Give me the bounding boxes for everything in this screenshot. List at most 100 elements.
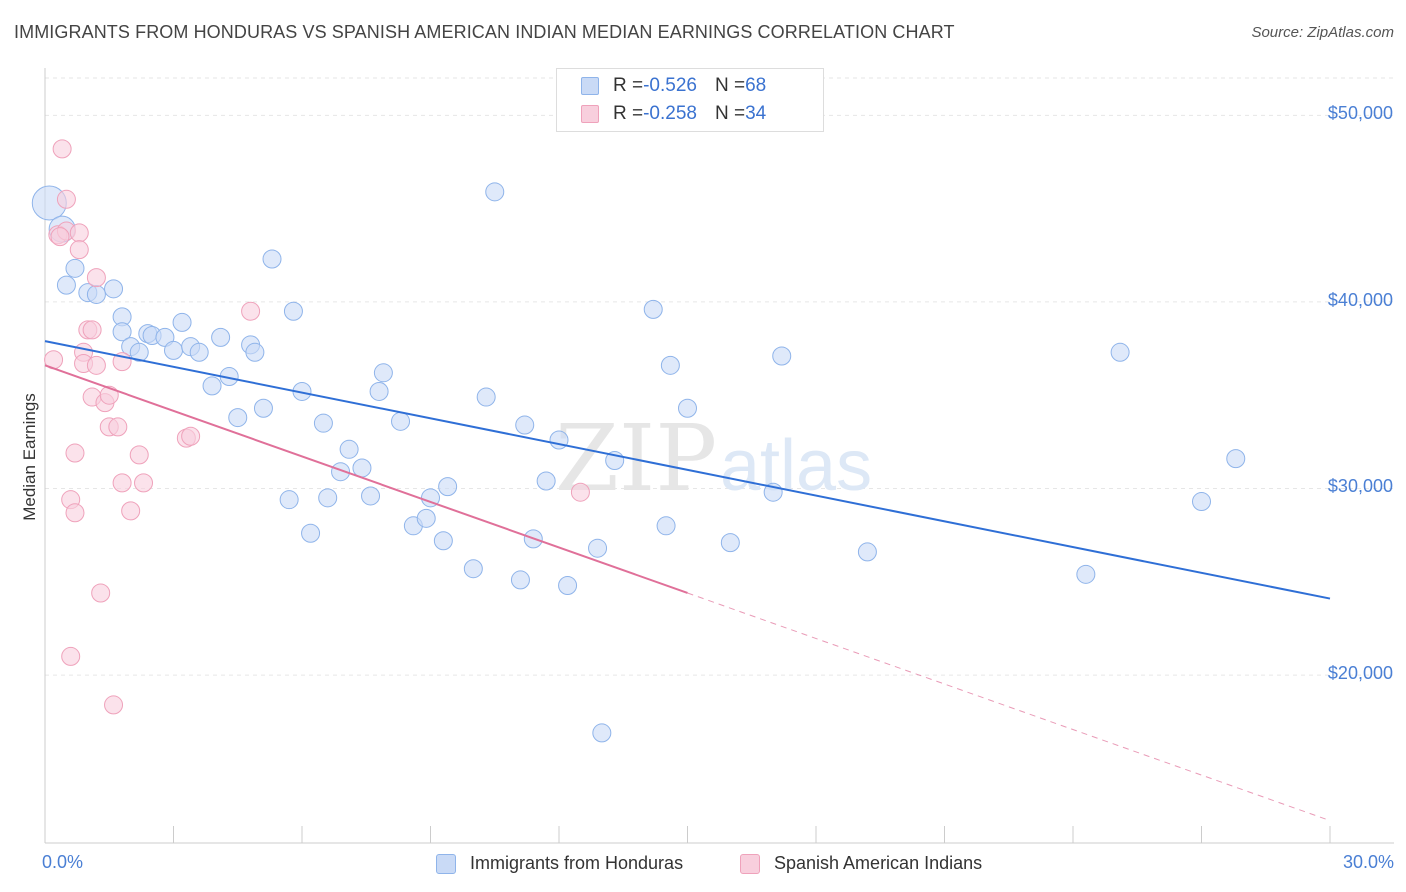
point-spanish-american-indian — [65, 443, 85, 463]
series-legend-spanish-american-indian: Spanish American Indians — [740, 853, 982, 874]
point-honduras — [112, 322, 132, 342]
point-honduras — [660, 355, 680, 375]
point-honduras — [1110, 342, 1130, 362]
point-spanish-american-indian — [82, 320, 102, 340]
point-honduras — [211, 327, 231, 347]
point-honduras — [515, 415, 535, 435]
point-spanish-american-indian — [86, 355, 106, 375]
point-honduras — [592, 723, 612, 743]
point-honduras — [476, 387, 496, 407]
point-honduras — [433, 531, 453, 551]
grid — [45, 77, 1394, 676]
point-spanish-american-indian — [91, 583, 111, 603]
legend-swatch-spanish-american-indian — [581, 105, 599, 123]
point-honduras — [485, 182, 505, 202]
point-honduras — [1192, 492, 1211, 512]
y-tick-label: $20,000 — [1327, 663, 1393, 684]
legend-r-value: -0.258 — [643, 103, 697, 124]
point-spanish-american-indian — [86, 268, 106, 288]
y-tick-label: $40,000 — [1327, 289, 1393, 310]
point-honduras — [361, 486, 381, 506]
point-honduras — [283, 301, 303, 321]
point-honduras — [678, 398, 697, 418]
series-swatch-honduras — [436, 853, 456, 874]
point-spanish-american-indian — [570, 482, 590, 502]
series-legend-honduras: Immigrants from Honduras — [436, 853, 683, 874]
point-honduras — [558, 576, 578, 596]
series-name-spanish-american-indian: Spanish American Indians — [774, 853, 983, 873]
legend-r-label: R = — [613, 103, 644, 124]
y-tick-label: $50,000 — [1327, 103, 1393, 124]
point-honduras — [202, 376, 222, 396]
legend-n-value: 68 — [745, 75, 767, 96]
stats-legend: R = -0.526 N = 68 R = -0.258 N = 34 — [556, 68, 824, 132]
point-honduras — [313, 413, 333, 433]
point-honduras — [65, 258, 85, 278]
point-spanish-american-indian — [112, 473, 132, 493]
point-honduras — [391, 411, 411, 431]
point-honduras — [463, 559, 483, 579]
point-honduras — [129, 342, 149, 362]
point-honduras — [56, 275, 76, 295]
series-name-honduras: Immigrants from Honduras — [470, 853, 684, 873]
point-honduras — [588, 538, 608, 558]
legend-r-label: R = — [613, 75, 644, 96]
point-honduras — [228, 408, 248, 428]
point-spanish-american-indian — [129, 445, 149, 465]
point-honduras — [656, 516, 676, 536]
point-honduras — [262, 249, 282, 269]
legend-swatch-honduras — [581, 77, 599, 95]
point-honduras — [373, 363, 393, 383]
legend-row-honduras: R = -0.526 N = 68 — [581, 73, 766, 99]
x-tick-label: 0.0% — [42, 852, 84, 872]
point-spanish-american-indian — [69, 240, 89, 260]
point-honduras — [253, 398, 273, 418]
point-honduras — [318, 488, 338, 508]
legend-row-spanish-american-indian: R = -0.258 N = 34 — [581, 101, 766, 127]
point-honduras — [245, 342, 265, 362]
point-honduras — [1076, 564, 1096, 584]
source-label: Source: ZipAtlas.com — [1251, 24, 1394, 41]
point-spanish-american-indian — [50, 227, 70, 247]
x-tick-label: 30.0% — [1342, 852, 1394, 872]
point-honduras — [772, 346, 792, 366]
point-honduras — [172, 312, 192, 332]
point-honduras — [86, 284, 106, 304]
point-honduras — [301, 523, 321, 543]
point-honduras — [438, 477, 458, 497]
point-spanish-american-indian — [108, 417, 128, 437]
point-spanish-american-indian — [134, 473, 154, 493]
point-honduras — [536, 471, 556, 491]
point-honduras — [1226, 449, 1246, 469]
legend-r-value: -0.526 — [643, 75, 697, 96]
point-honduras — [104, 279, 124, 299]
legend-n-label: N = — [714, 103, 746, 124]
point-honduras — [189, 342, 209, 362]
point-honduras — [720, 533, 740, 553]
point-honduras — [857, 542, 877, 562]
point-honduras — [352, 458, 372, 478]
point-honduras — [416, 508, 436, 528]
point-honduras — [331, 462, 351, 482]
point-spanish-american-indian — [52, 139, 72, 159]
point-honduras — [164, 340, 183, 360]
chart-title: IMMIGRANTS FROM HONDURAS VS SPANISH AMER… — [14, 22, 955, 42]
trend-lines — [44, 340, 1331, 822]
point-spanish-american-indian — [61, 646, 81, 666]
point-spanish-american-indian — [65, 503, 85, 523]
point-honduras — [339, 439, 359, 459]
series-swatch-spanish-american-indian — [740, 853, 760, 874]
trend-line-extension — [687, 592, 1331, 822]
point-spanish-american-indian — [241, 301, 261, 321]
point-honduras — [369, 381, 389, 401]
legend-n-label: N = — [714, 75, 746, 96]
point-spanish-american-indian — [121, 501, 141, 521]
y-tick-label: $30,000 — [1327, 476, 1393, 497]
point-spanish-american-indian — [104, 695, 124, 715]
trend-line-spanish-american-indian — [44, 364, 688, 594]
point-honduras — [510, 570, 530, 590]
watermark-atlas: atlas — [720, 426, 872, 506]
point-spanish-american-indian — [69, 223, 89, 243]
trend-line-honduras — [44, 340, 1331, 600]
